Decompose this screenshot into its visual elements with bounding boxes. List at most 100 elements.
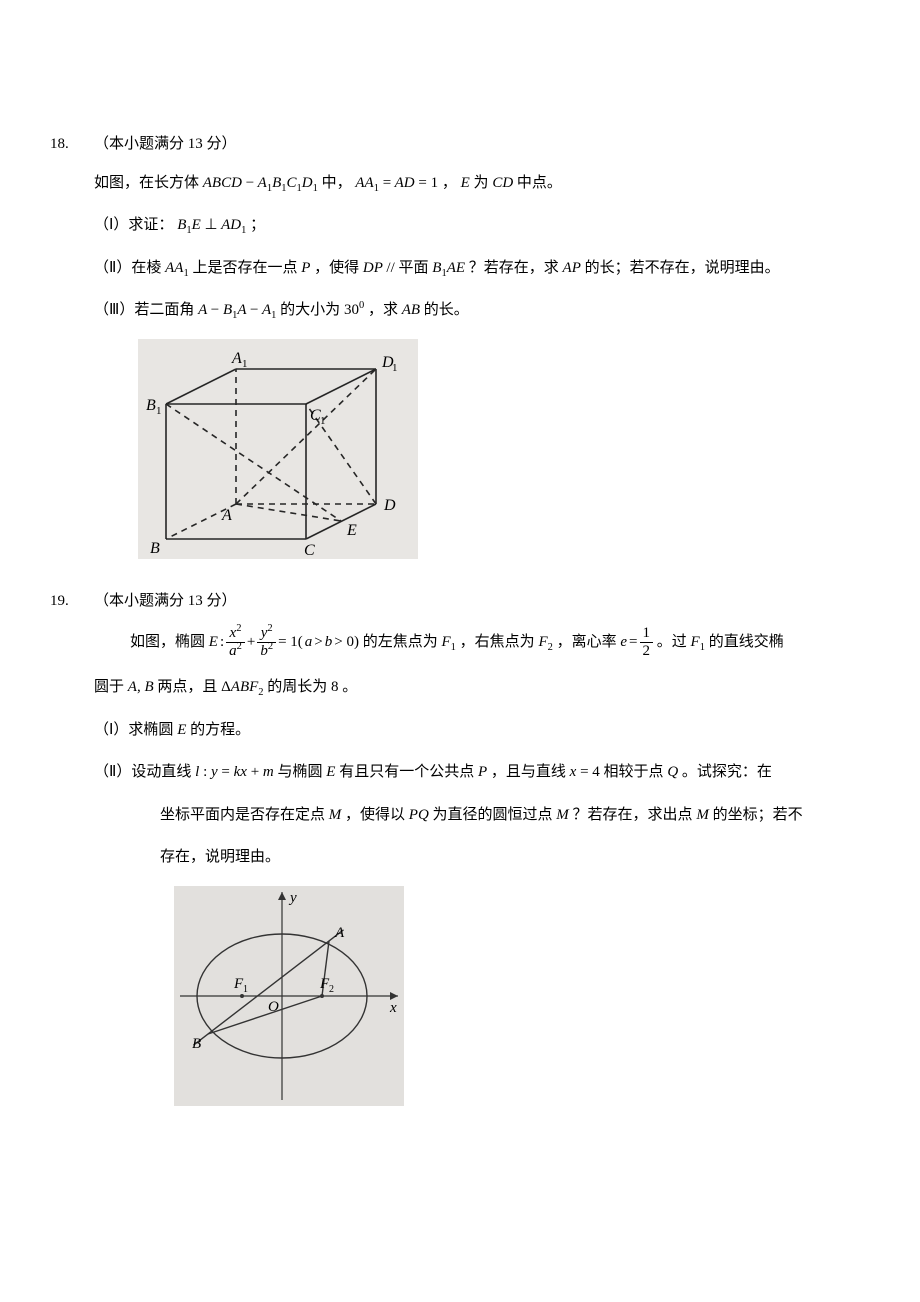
math-x4: x = 4 — [570, 764, 600, 780]
math-e2: E — [326, 764, 335, 780]
text: 两点，且 — [157, 679, 221, 695]
text: 的周长为 8 。 — [267, 679, 357, 695]
svg-text:A: A — [231, 350, 242, 367]
svg-text:1: 1 — [243, 984, 248, 995]
math-p: P — [301, 260, 310, 276]
problem-18: 18. （本小题满分 13 分） 如图，在长方体 ABCD − A1B1C1D1… — [50, 130, 870, 559]
text: 为直径的圆恒过点 — [433, 807, 557, 823]
p19-figure: yxOF1F2AB — [174, 886, 870, 1106]
math-cd: CD — [492, 175, 513, 191]
math-dp: DP // — [363, 260, 395, 276]
math-pp: P — [478, 764, 487, 780]
svg-text:A: A — [221, 507, 232, 524]
problem-19-body: 如图，椭圆 E : x2a2 + y2b2 = 1(a > b > 0) 的左焦… — [94, 625, 870, 1106]
math-dihedral: A − B1A − A1 — [198, 302, 276, 318]
svg-text:B: B — [146, 397, 156, 414]
svg-text:1: 1 — [156, 405, 162, 417]
text: ？若存在，求 — [469, 260, 563, 276]
svg-text:2: 2 — [329, 984, 334, 995]
math-f1b: F1 — [691, 634, 705, 650]
p18-part2: （Ⅱ）在棱 AA1 上是否存在一点 P ，使得 DP // 平面 B1AE ？若… — [94, 254, 870, 283]
text: ； — [250, 217, 265, 233]
math-ecc: e = 12 — [620, 625, 653, 659]
p19-part1: （Ⅰ）求椭圆 E 的方程。 — [94, 716, 870, 745]
text: （Ⅰ）求椭圆 E 的方程。 — [94, 722, 250, 738]
problem-points: （本小题满分 13 分） — [94, 587, 237, 616]
problem-18-header: 18. （本小题满分 13 分） — [50, 130, 870, 159]
text: 。过 — [657, 634, 691, 650]
text: 的直线交椭 — [709, 634, 784, 650]
text: 为 — [474, 175, 493, 191]
p18-intro-line: 如图，在长方体 ABCD − A1B1C1D1 中， AA1 = AD = 1 … — [94, 169, 870, 198]
svg-text:E: E — [346, 522, 357, 539]
p19-part2-line1: （Ⅱ）设动直线 l : y = kx + m 与椭圆 E 有且只有一个公共点 P… — [94, 758, 870, 787]
math-tri: ΔABF2 — [221, 679, 263, 695]
math-ellipse-eq: E : x2a2 + y2b2 = 1(a > b > 0) — [209, 625, 359, 659]
text: 的大小为 — [280, 302, 344, 318]
svg-text:1: 1 — [392, 362, 398, 374]
svg-text:A: A — [334, 925, 345, 941]
text: 如图，在长方体 — [94, 175, 203, 191]
text: ，右焦点为 — [460, 634, 539, 650]
p18-figure: A1D1B1C1ABCDE — [138, 339, 870, 559]
text: ，使得 — [314, 260, 363, 276]
text: （Ⅱ）在棱 — [94, 260, 165, 276]
text: 的左焦点为 — [363, 634, 442, 650]
svg-text:x: x — [389, 1000, 397, 1016]
problem-number: 19. — [50, 587, 94, 616]
math-ap: AP — [563, 260, 581, 276]
text: 的长。 — [424, 302, 469, 318]
math-f1: F1 — [442, 634, 456, 650]
ellipse-svg: yxOF1F2AB — [174, 886, 404, 1106]
math-pq: PQ — [409, 807, 429, 823]
p19-intro-line1: 如图，椭圆 E : x2a2 + y2b2 = 1(a > b > 0) 的左焦… — [94, 625, 870, 659]
text: （Ⅲ）若二面角 — [94, 302, 198, 318]
text: 与椭圆 — [278, 764, 327, 780]
text: 坐标平面内是否存在定点 — [160, 807, 329, 823]
math-prism: ABCD − A1B1C1D1 — [203, 175, 318, 191]
text: 圆于 — [94, 679, 128, 695]
text: ，离心率 — [557, 634, 621, 650]
text: 上是否存在一点 — [192, 260, 301, 276]
svg-text:C: C — [304, 542, 315, 559]
p19-part2-line3: 存在，说明理由。 — [94, 843, 870, 872]
math-line-l: l : y = kx + m — [195, 764, 274, 780]
svg-text:1: 1 — [320, 415, 326, 427]
text: 存在，说明理由。 — [160, 849, 280, 865]
math-edges: AA1 = AD = 1 — [355, 175, 438, 191]
text: ？若存在，求出点 — [573, 807, 697, 823]
math-30: 300 — [344, 302, 364, 318]
text: 有且只有一个公共点 — [339, 764, 478, 780]
text: 。试探究：在 — [682, 764, 772, 780]
text: ，求 — [368, 302, 402, 318]
text: ，使得以 — [345, 807, 409, 823]
p18-part1: （Ⅰ）求证： B1E ⊥ AD1 ； — [94, 211, 870, 240]
text: 中， — [322, 175, 356, 191]
cuboid-svg: A1D1B1C1ABCDE — [138, 339, 418, 559]
text: 的坐标；若不 — [713, 807, 803, 823]
text: （Ⅰ）求证： — [94, 217, 173, 233]
text: 如图，椭圆 — [130, 634, 209, 650]
math-aa1: AA1 — [165, 260, 189, 276]
text: 平面 — [399, 260, 433, 276]
math-m3: M — [696, 807, 709, 823]
svg-text:y: y — [288, 890, 297, 906]
math-ab-pts: A, B — [128, 679, 154, 695]
math-f2: F2 — [538, 634, 552, 650]
text: ，且与直线 — [491, 764, 570, 780]
problem-19-header: 19. （本小题满分 13 分） — [50, 587, 870, 616]
p19-part2-line2: 坐标平面内是否存在定点 M ，使得以 PQ 为直径的圆恒过点 M ？若存在，求出… — [94, 801, 870, 830]
text: ， E — [442, 175, 470, 191]
problem-points: （本小题满分 13 分） — [94, 130, 237, 159]
p19-intro-line2: 圆于 A, B 两点，且 ΔABF2 的周长为 8 。 — [94, 673, 870, 702]
svg-text:B: B — [150, 540, 160, 557]
svg-text:D: D — [383, 497, 396, 514]
math-perp: B1E ⊥ AD1 — [177, 217, 246, 233]
text: 中点。 — [517, 175, 562, 191]
text: 的长；若不存在，说明理由。 — [585, 260, 780, 276]
problem-18-body: 如图，在长方体 ABCD − A1B1C1D1 中， AA1 = AD = 1 … — [94, 169, 870, 559]
svg-text:O: O — [268, 999, 279, 1015]
text: 相较于点 — [604, 764, 668, 780]
problem-number: 18. — [50, 130, 94, 159]
p18-part3: （Ⅲ）若二面角 A − B1A − A1 的大小为 300 ，求 AB 的长。 — [94, 296, 870, 325]
